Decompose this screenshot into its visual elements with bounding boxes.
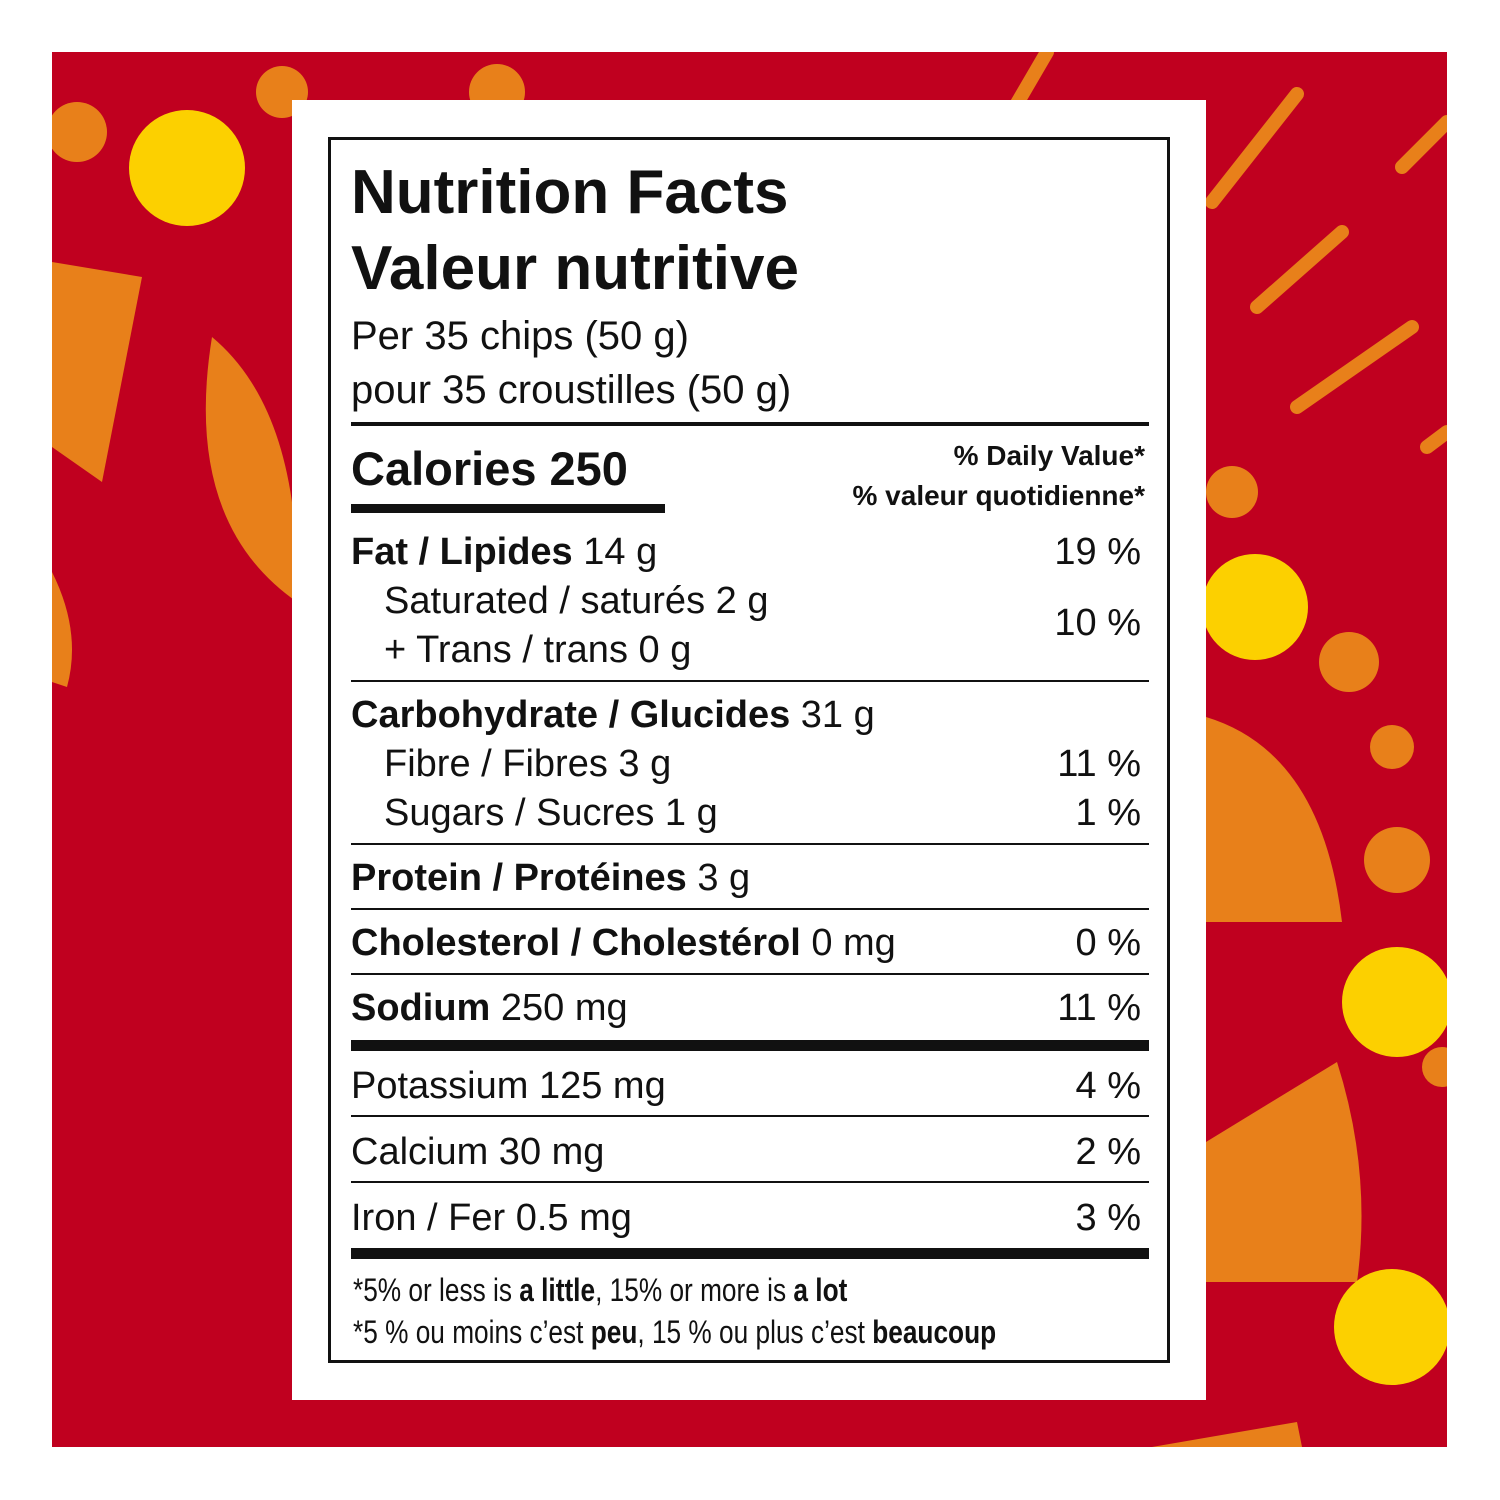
thick-divider [351, 1040, 1149, 1051]
daily-value: 4 % [1075, 1065, 1141, 1107]
divider [351, 1115, 1149, 1117]
title-fr: Valeur nutritive [351, 234, 799, 303]
divider [351, 1181, 1149, 1183]
title-en: Nutrition Facts [351, 158, 789, 227]
nutrient-name: Sodium [351, 987, 491, 1029]
nutrient-name: Saturated / saturés 2 g [384, 580, 769, 622]
daily-value: 10 % [1054, 602, 1141, 644]
daily-value-header-fr: % valeur quotidienne* [852, 480, 1146, 511]
daily-value: 11 % [1057, 743, 1141, 785]
nutrient-name: Cholesterol / Cholestérol [351, 922, 801, 964]
nutrient-name: Carbohydrate / Glucides [351, 694, 791, 736]
nutrient-name: Protein / Protéines [351, 857, 687, 899]
nutrient-amount: 0 mg [811, 922, 896, 964]
divider [351, 680, 1149, 682]
divider [351, 843, 1149, 845]
daily-value: 19 % [1054, 531, 1141, 573]
nutrient-name: Fat / Lipides [351, 531, 573, 573]
calories-underline [351, 504, 665, 513]
calories: Calories 250 [351, 442, 628, 495]
serving-size-en: Per 35 chips (50 g) [351, 314, 689, 358]
daily-value: 2 % [1075, 1131, 1141, 1173]
nutrient-name: Potassium 125 mg [351, 1065, 666, 1107]
nutrient-name: + Trans / trans 0 g [384, 629, 692, 671]
nutrient-name: Sugars / Sucres 1 g [384, 792, 718, 834]
divider [351, 422, 1149, 426]
nutrient-amount: 3 g [697, 857, 751, 899]
nutrient-name: Iron / Fer 0.5 mg [351, 1197, 632, 1239]
label-panel [292, 100, 1206, 1400]
daily-value: 11 % [1057, 987, 1141, 1029]
decorative-shapes [52, 52, 1447, 1447]
daily-value-header-en: % Daily Value* [953, 440, 1145, 471]
nutrition-facts-table: Nutrition Facts Valeur nutritive Per 35 … [328, 137, 1170, 1363]
divider [351, 908, 1149, 910]
thick-divider [351, 1248, 1149, 1259]
nutrient-amount: 250 mg [500, 987, 628, 1029]
nutrient-amount: 14 g [583, 531, 658, 573]
nutrient-name: Fibre / Fibres 3 g [384, 743, 672, 785]
divider [351, 973, 1149, 975]
nutrient-amount: 31 g [800, 694, 875, 736]
daily-value: 1 % [1075, 792, 1141, 834]
daily-value: 0 % [1075, 922, 1141, 964]
serving-size-fr: pour 35 croustilles (50 g) [351, 368, 792, 412]
footnote-en: *5% or less is a little, 15% or more is … [353, 1272, 848, 1308]
footnote-fr: *5 % ou moins c’est peu, 15 % ou plus c’… [353, 1314, 997, 1350]
nutrient-name: Calcium 30 mg [351, 1131, 605, 1173]
daily-value: 3 % [1075, 1197, 1141, 1239]
